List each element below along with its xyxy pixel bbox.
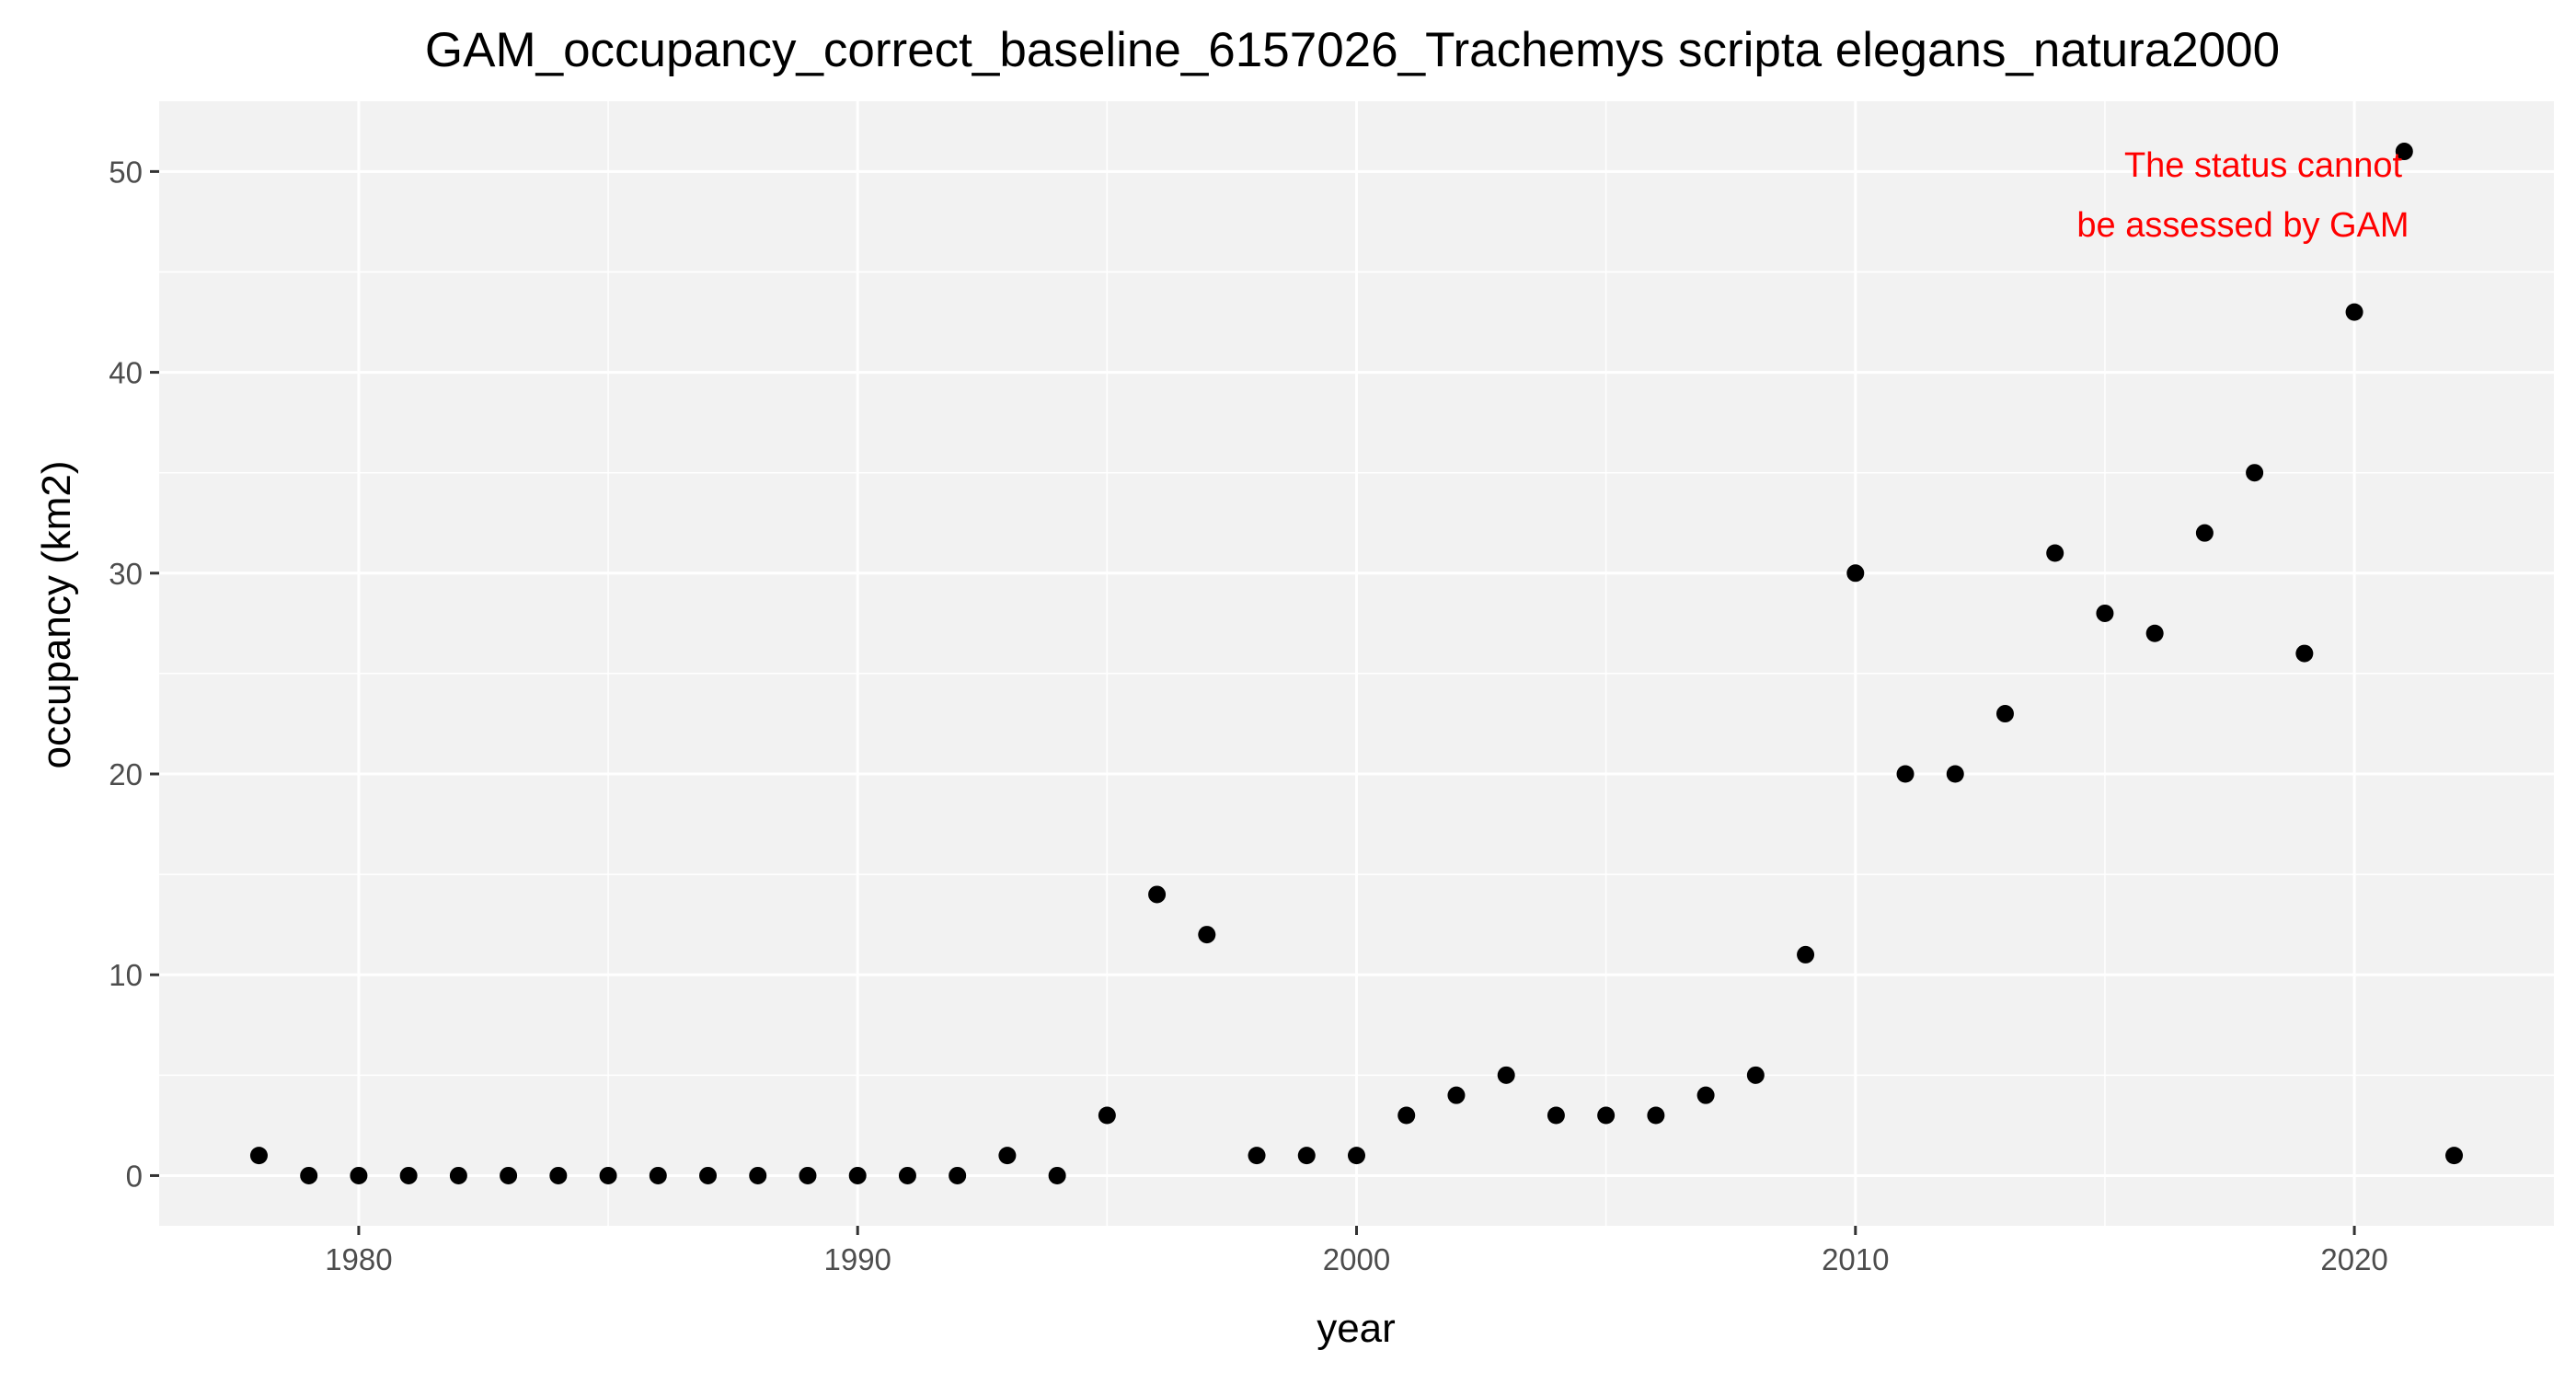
data-point (399, 1166, 418, 1184)
data-point (449, 1166, 467, 1184)
data-point (1148, 885, 1167, 904)
data-point (649, 1166, 667, 1184)
data-point (2395, 143, 2413, 161)
x-tick-label: 2010 (1822, 1242, 1889, 1276)
annotation-line-2: be assessed by GAM (2076, 206, 2409, 245)
x-tick-label: 1990 (823, 1242, 891, 1276)
data-point (1048, 1166, 1066, 1184)
data-point (998, 1147, 1017, 1165)
data-point (749, 1166, 767, 1184)
chart-title: GAM_occupancy_correct_baseline_6157026_T… (425, 23, 2280, 77)
data-point (2246, 464, 2264, 482)
data-point (1098, 1106, 1116, 1125)
data-points (249, 143, 2464, 1184)
data-point (1447, 1086, 1466, 1104)
data-point (1696, 1086, 1715, 1104)
data-point (1647, 1106, 1665, 1125)
data-point (1497, 1066, 1515, 1084)
data-point (2295, 644, 2314, 663)
data-point (1995, 705, 2014, 723)
data-point (599, 1166, 617, 1184)
x-tick-label: 2000 (1323, 1242, 1390, 1276)
x-tick-label: 1980 (325, 1242, 392, 1276)
y-tick-label: 20 (109, 757, 143, 791)
data-point (2345, 303, 2363, 321)
data-point (1397, 1106, 1416, 1125)
data-point (1846, 564, 1865, 583)
data-point (2046, 544, 2064, 562)
data-point (2195, 524, 2214, 542)
data-point (549, 1166, 568, 1184)
axes: 1980 1990 2000 2010 2020 0 10 20 30 40 50 (109, 155, 2388, 1276)
data-point (2445, 1147, 2464, 1165)
y-tick-label: 10 (109, 958, 143, 992)
y-axis-title: occupancy (km2) (34, 460, 79, 768)
data-point (1547, 1106, 1565, 1125)
data-point (898, 1166, 916, 1184)
data-point (848, 1166, 867, 1184)
data-point (1896, 765, 1915, 783)
data-point (1746, 1066, 1765, 1084)
data-point (2096, 604, 2114, 622)
annotation-line-1: The status cannot (2124, 146, 2403, 185)
y-tick-label: 40 (109, 356, 143, 390)
data-point (799, 1166, 817, 1184)
data-point (2145, 624, 2164, 642)
data-point (1797, 945, 1815, 964)
data-point (1198, 926, 1216, 944)
data-point (249, 1147, 268, 1165)
y-tick-label: 30 (109, 557, 143, 591)
data-point (350, 1166, 368, 1184)
y-tick-label: 50 (109, 155, 143, 189)
data-point (949, 1166, 967, 1184)
x-tick-label: 2020 (2320, 1242, 2387, 1276)
x-axis-title: year (1317, 1306, 1396, 1351)
data-point (500, 1166, 518, 1184)
grid-lines (159, 101, 2554, 1226)
data-point (1348, 1147, 1365, 1165)
y-tick-label: 0 (126, 1159, 143, 1193)
data-point (1946, 765, 1964, 783)
data-point (1248, 1147, 1266, 1165)
data-point (300, 1166, 318, 1184)
data-point (1297, 1147, 1316, 1165)
data-point (699, 1166, 718, 1184)
data-point (1597, 1106, 1616, 1125)
